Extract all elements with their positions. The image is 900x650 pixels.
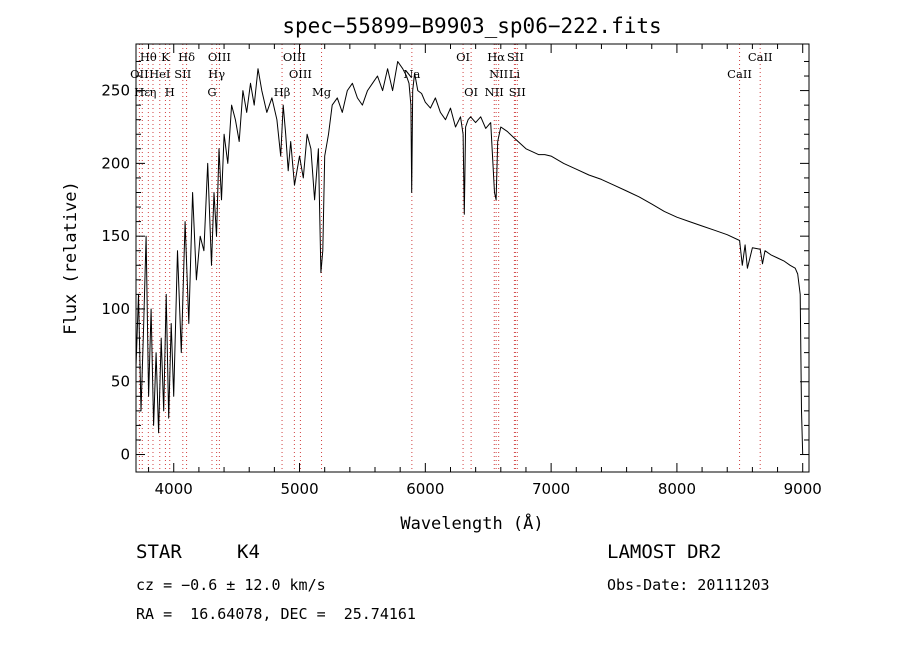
x-tick-label-1: 5000 [280,480,318,498]
line-label-14: Na [403,67,420,81]
spectrum-line-0 [135,61,804,455]
x-tick-label-5: 9000 [784,480,822,498]
line-label-3: OIII [208,50,231,64]
line-label-6: Hα [487,50,505,64]
spectrum-series [135,61,804,455]
survey-name: LAMOST DR2 [607,541,722,563]
y-tick-label-5: 250 [101,82,130,100]
line-label-9: OII [130,67,149,81]
line-label-11: SII [174,67,191,81]
line-label-5: OI [456,50,470,64]
line-label-21: G [207,85,216,99]
y-axis-label: Flux (relative) [61,181,81,335]
line-label-26: SII [509,85,526,99]
y-tick-label-3: 150 [101,227,130,245]
line-label-4: OIII [283,50,306,64]
line-label-20: H [165,85,175,99]
y-tick-label-2: 100 [101,300,130,318]
coordinates: RA = 16.64078, DEC = 25.74161 [136,605,416,623]
y-tick-label-4: 200 [101,154,130,172]
line-label-17: CaII [727,67,752,81]
y-tick-label-0: 0 [120,446,130,464]
x-tick-label-3: 7000 [532,480,570,498]
redshift-velocity: cz = −0.6 ± 12.0 km/s [136,576,326,594]
line-label-22: Hβ [274,85,291,99]
line-label-23: Mg [312,85,332,99]
line-markers [138,44,761,472]
line-label-25: NII [485,85,504,99]
line-label-24: OI [464,85,478,99]
line-label-2: Hδ [178,50,195,64]
chart-title: spec−55899−B9903_sp06−222.fits [282,14,661,38]
line-label-16: Li [509,67,521,81]
axis-ticks: 4000 5000 6000 7000 8000 9000 0 50 100 150 200 250 [101,44,822,498]
line-label-7: SII [507,50,524,64]
line-label-13: OIII [289,67,312,81]
line-label-19: η [150,85,157,99]
x-tick-label-2: 6000 [406,480,444,498]
line-label-12: Hγ [208,67,225,81]
plot-frame [135,43,810,473]
line-label-10: HeI [149,67,170,81]
line-label-0: Hθ [140,50,157,64]
x-axis-label: Wavelength (Å) [400,512,543,534]
y-tick-label-1: 50 [111,373,130,391]
object-class: STAR [136,541,182,563]
line-label-15: NII [489,67,508,81]
line-label-8: CaII [748,50,773,64]
x-tick-label-4: 8000 [658,480,696,498]
line-label-18: Hε [134,85,150,99]
line-label-1: K [161,50,170,64]
observation-date: Obs-Date: 20111203 [607,576,770,594]
object-subclass: K4 [237,541,260,563]
x-tick-label-0: 4000 [155,480,193,498]
